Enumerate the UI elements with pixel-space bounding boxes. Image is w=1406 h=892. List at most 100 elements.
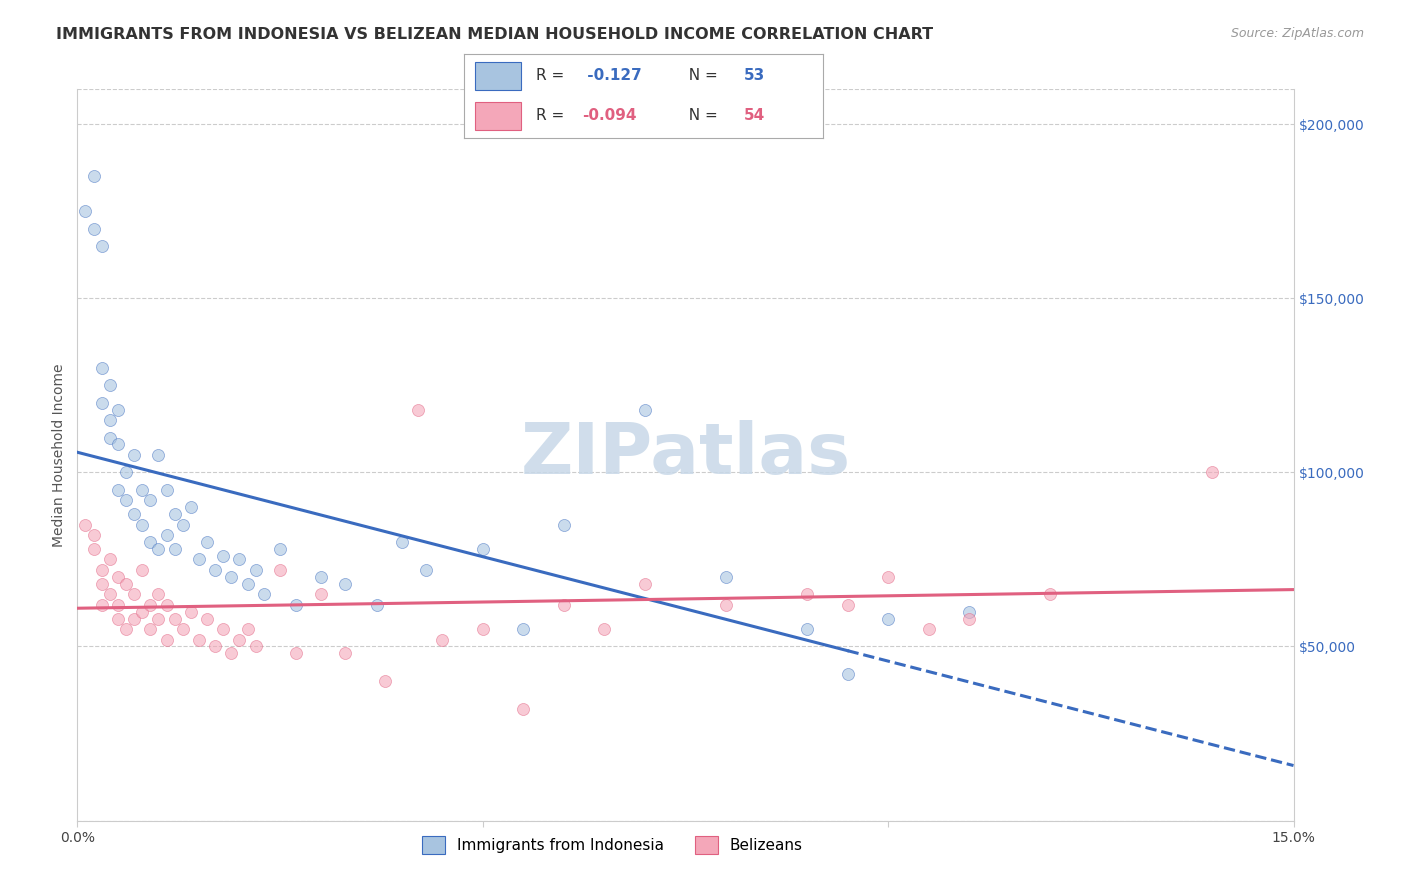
Point [155,632,177,647]
Point [228,552,250,566]
FancyBboxPatch shape [475,62,522,90]
Point [107,437,129,451]
Point [98,430,121,444]
Point [163,612,186,626]
Point [107,598,129,612]
Point [139,493,162,508]
Point [83,541,105,556]
Point [139,535,162,549]
Legend: Immigrants from Indonesia, Belizeans: Immigrants from Indonesia, Belizeans [416,830,808,861]
Point [155,483,177,497]
Point [107,612,129,626]
Point [139,622,162,636]
Point [90,576,112,591]
Point [1039,587,1062,601]
Point [333,647,356,661]
Point [107,570,129,584]
Point [877,612,900,626]
Point [131,483,153,497]
Point [269,541,291,556]
Point [180,500,202,515]
Point [471,541,494,556]
Point [593,622,616,636]
Point [221,570,243,584]
Point [172,517,194,532]
Point [391,535,413,549]
Point [245,640,267,654]
Point [148,541,170,556]
Point [163,541,186,556]
Point [918,622,941,636]
Point [837,667,859,681]
Point [204,640,226,654]
Point [333,576,356,591]
Point [122,507,145,521]
Point [155,598,177,612]
Point [236,622,259,636]
Point [714,598,737,612]
Point [212,549,235,563]
Point [415,563,437,577]
Point [75,517,97,532]
Text: 53: 53 [744,69,765,84]
Point [131,605,153,619]
Point [83,169,105,184]
Point [139,598,162,612]
Point [98,413,121,427]
Text: R =: R = [536,108,569,123]
Point [115,576,138,591]
Point [163,507,186,521]
Point [957,605,980,619]
Point [269,563,291,577]
Point [148,612,170,626]
FancyBboxPatch shape [475,102,522,130]
Point [285,598,308,612]
Point [957,612,980,626]
Point [98,552,121,566]
Text: 54: 54 [744,108,765,123]
Point [131,517,153,532]
Point [122,612,145,626]
Point [115,466,138,480]
Point [115,493,138,508]
Point [634,402,657,417]
Point [131,563,153,577]
Point [374,674,396,689]
Point [512,702,534,716]
Point [512,622,534,636]
Point [107,483,129,497]
Point [471,622,494,636]
Text: IMMIGRANTS FROM INDONESIA VS BELIZEAN MEDIAN HOUSEHOLD INCOME CORRELATION CHART: IMMIGRANTS FROM INDONESIA VS BELIZEAN ME… [56,27,934,42]
Text: -0.127: -0.127 [582,69,643,84]
Point [877,570,900,584]
Point [204,563,226,577]
Point [98,587,121,601]
Text: N =: N = [679,108,723,123]
Point [245,563,267,577]
Point [98,378,121,392]
Y-axis label: Median Household Income: Median Household Income [52,363,66,547]
Point [1201,466,1223,480]
Point [195,612,218,626]
Point [837,598,859,612]
Point [75,204,97,219]
Point [90,563,112,577]
Point [188,552,211,566]
Point [122,587,145,601]
Point [195,535,218,549]
Point [228,632,250,647]
Point [430,632,453,647]
Point [212,622,235,636]
Point [172,622,194,636]
Point [90,239,112,253]
Point [236,576,259,591]
Text: Source: ZipAtlas.com: Source: ZipAtlas.com [1230,27,1364,40]
Point [148,587,170,601]
Point [83,221,105,235]
Point [188,632,211,647]
Text: N =: N = [679,69,723,84]
Point [90,360,112,375]
Point [796,622,818,636]
Point [309,587,332,601]
Text: ZIPatlas: ZIPatlas [520,420,851,490]
